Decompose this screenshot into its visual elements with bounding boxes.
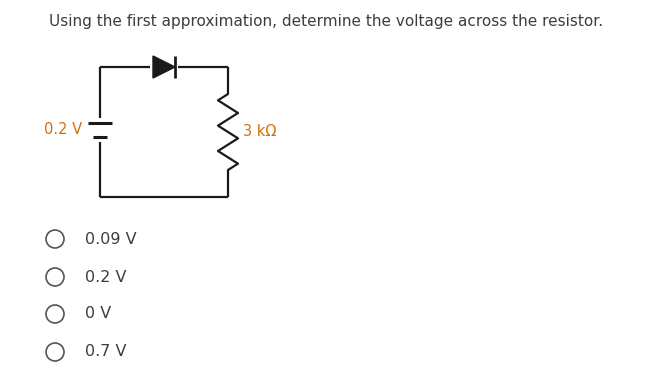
- Text: 0.2 V: 0.2 V: [85, 269, 127, 285]
- Text: 0.09 V: 0.09 V: [85, 231, 136, 246]
- Text: 0 V: 0 V: [85, 306, 111, 322]
- Text: 0.2 V: 0.2 V: [44, 123, 82, 138]
- Text: Using the first approximation, determine the voltage across the resistor.: Using the first approximation, determine…: [49, 14, 603, 29]
- Text: 0.7 V: 0.7 V: [85, 345, 127, 359]
- Polygon shape: [153, 56, 175, 78]
- Text: 3 kΩ: 3 kΩ: [243, 125, 276, 139]
